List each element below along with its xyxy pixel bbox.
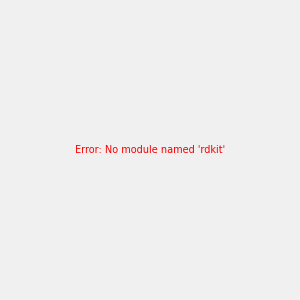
- Text: Error: No module named 'rdkit': Error: No module named 'rdkit': [75, 145, 225, 155]
